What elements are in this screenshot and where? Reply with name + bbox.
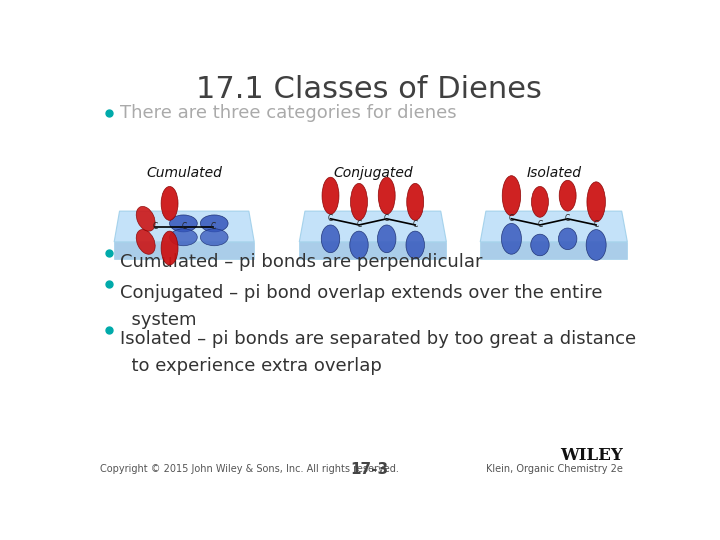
Text: Isolated: Isolated — [526, 166, 581, 180]
Ellipse shape — [503, 176, 521, 215]
Ellipse shape — [350, 231, 368, 259]
Polygon shape — [480, 242, 627, 259]
Ellipse shape — [321, 225, 340, 253]
Text: C: C — [153, 222, 158, 231]
Ellipse shape — [161, 231, 178, 265]
Text: Isolated – pi bonds are separated by too great a distance
  to experience extra : Isolated – pi bonds are separated by too… — [120, 330, 636, 375]
Ellipse shape — [559, 180, 576, 211]
Ellipse shape — [587, 182, 606, 222]
Text: C: C — [384, 214, 390, 224]
Text: C: C — [181, 222, 186, 231]
Text: C: C — [509, 214, 514, 224]
Text: C: C — [537, 220, 543, 230]
Text: Conjugated – pi bond overlap extends over the entire
  system: Conjugated – pi bond overlap extends ove… — [120, 284, 602, 329]
Ellipse shape — [531, 186, 549, 217]
Polygon shape — [300, 211, 446, 242]
Text: Cumulated – pi bonds are perpendicular: Cumulated – pi bonds are perpendicular — [120, 253, 482, 272]
Text: C: C — [328, 214, 333, 224]
Ellipse shape — [170, 215, 197, 232]
Ellipse shape — [377, 225, 396, 253]
Ellipse shape — [586, 230, 606, 260]
Ellipse shape — [407, 184, 423, 220]
Ellipse shape — [351, 184, 367, 220]
Ellipse shape — [170, 229, 197, 246]
Ellipse shape — [136, 230, 156, 254]
Ellipse shape — [378, 177, 395, 214]
Text: There are three categories for dienes: There are three categories for dienes — [120, 104, 456, 122]
Ellipse shape — [559, 228, 577, 249]
Text: C: C — [413, 220, 418, 230]
Ellipse shape — [200, 229, 228, 246]
Polygon shape — [114, 211, 254, 242]
Ellipse shape — [200, 215, 228, 232]
Text: C: C — [565, 214, 570, 224]
Ellipse shape — [161, 186, 178, 220]
Ellipse shape — [406, 231, 425, 259]
Ellipse shape — [501, 224, 521, 254]
Text: C: C — [593, 220, 599, 230]
Text: Cumulated: Cumulated — [146, 166, 222, 180]
Text: Klein, Organic Chemistry 2e: Klein, Organic Chemistry 2e — [486, 464, 623, 474]
Polygon shape — [480, 211, 627, 242]
Text: 17-3: 17-3 — [350, 462, 388, 477]
Ellipse shape — [531, 234, 549, 256]
Text: C: C — [356, 220, 361, 230]
Text: Conjugated: Conjugated — [333, 166, 413, 180]
Text: Copyright © 2015 John Wiley & Sons, Inc. All rights reserved.: Copyright © 2015 John Wiley & Sons, Inc.… — [99, 464, 398, 474]
Polygon shape — [300, 242, 446, 259]
Text: C: C — [211, 222, 216, 231]
Text: WILEY: WILEY — [560, 448, 623, 464]
Text: 17.1 Classes of Dienes: 17.1 Classes of Dienes — [196, 75, 542, 104]
Ellipse shape — [322, 177, 339, 214]
Polygon shape — [114, 242, 254, 259]
Ellipse shape — [136, 206, 156, 231]
